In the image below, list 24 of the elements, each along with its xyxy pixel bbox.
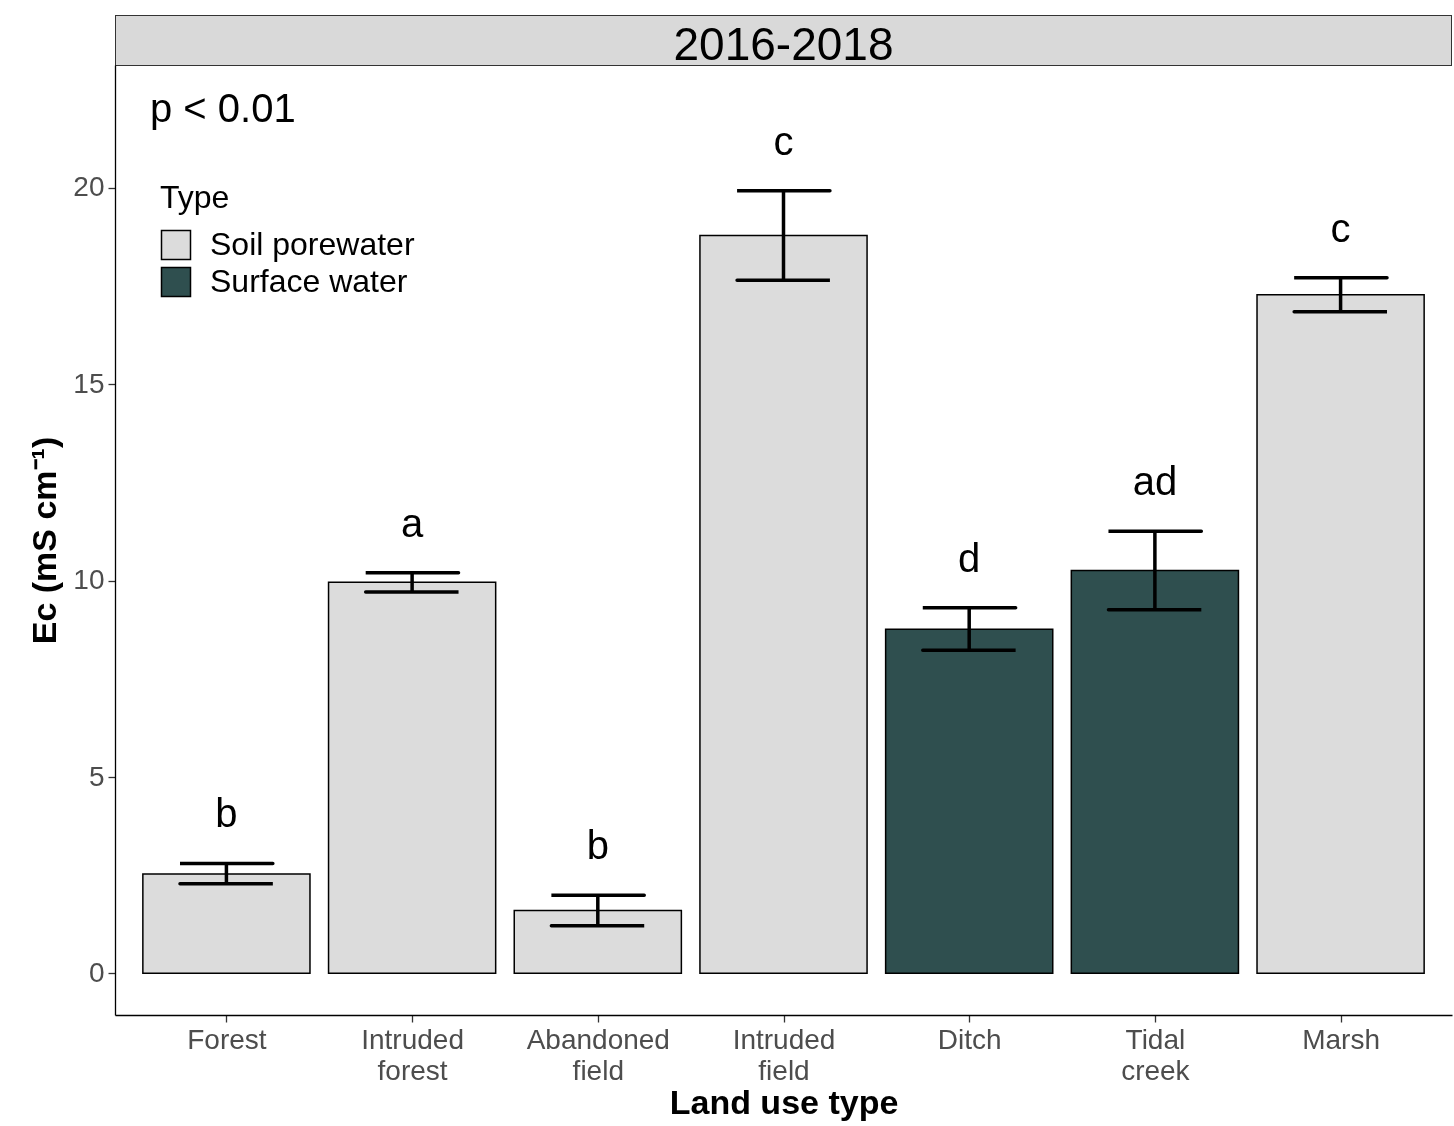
annotation: p < 0.01 — [150, 86, 296, 130]
legend-label: Surface water — [210, 263, 408, 299]
annotation: a — [400, 500, 424, 545]
x-tick-label: Tidal creek — [1121, 1023, 1191, 1086]
annotation: c — [1330, 205, 1351, 250]
legend-label: Soil porewater — [210, 226, 415, 262]
x-tick-label: Intruded forest — [361, 1023, 464, 1086]
annotation: c — [773, 118, 794, 163]
y-tick-label: 15 — [73, 367, 105, 399]
y-tick-label: 5 — [88, 760, 105, 792]
annotation: b — [586, 823, 609, 868]
y-tick-label: 20 — [73, 171, 105, 203]
x-tick-label: Abandoned field — [526, 1023, 670, 1086]
annotation: b — [215, 791, 238, 836]
legend-title: Type — [160, 179, 230, 215]
annotation: ad — [1132, 459, 1178, 504]
x-tick-label: Forest — [187, 1023, 267, 1055]
y-tick-label: 0 — [88, 956, 105, 988]
chart-title: 2016-2018 — [673, 18, 894, 70]
y-axis-title: Ec (mS cm⁻¹) — [25, 436, 64, 645]
y-tick-label: 10 — [73, 564, 105, 596]
x-tick-label: Ditch — [937, 1023, 1002, 1055]
x-tick-label: Marsh — [1302, 1023, 1380, 1055]
annotation: d — [958, 535, 981, 580]
